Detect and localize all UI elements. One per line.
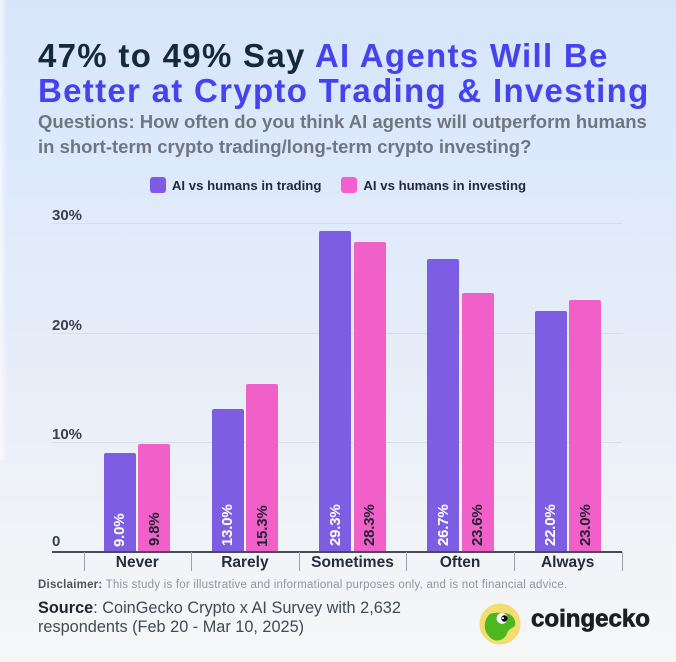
svg-text:coingecko: coingecko <box>531 606 650 633</box>
